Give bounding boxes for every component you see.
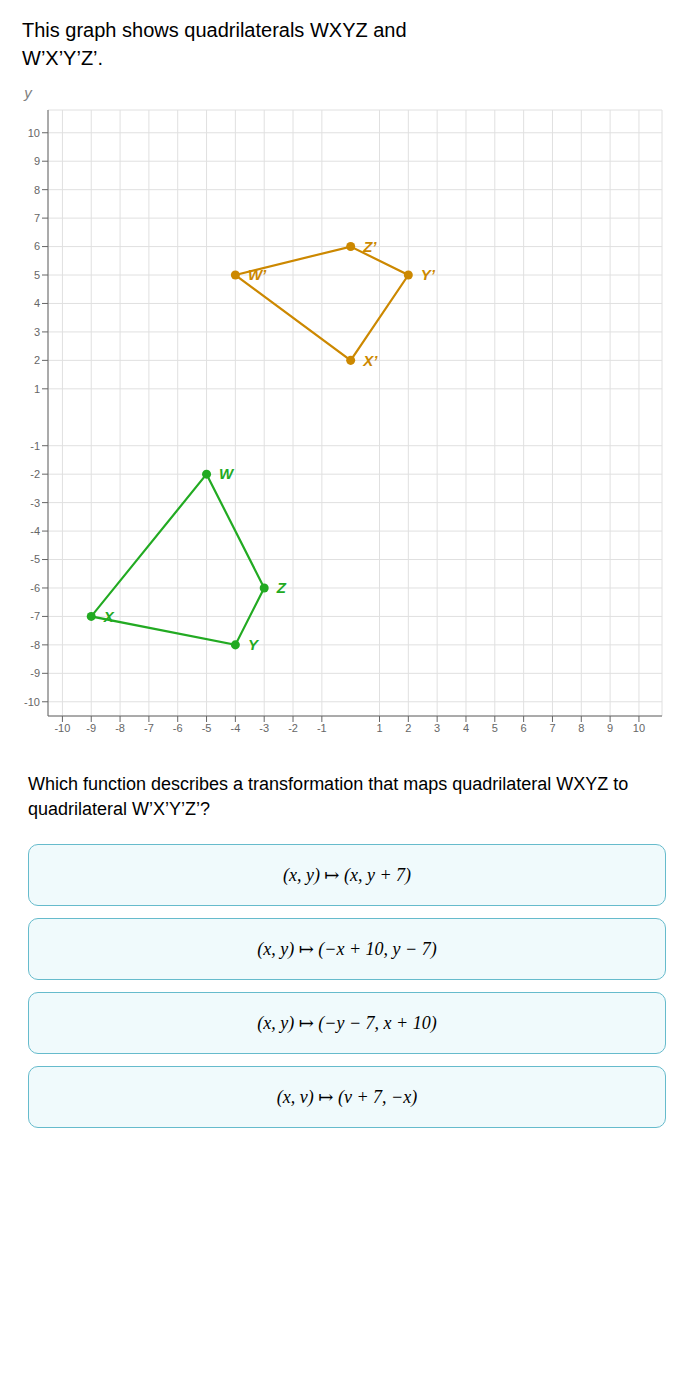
svg-text:-2: -2 — [30, 468, 40, 480]
svg-text:6: 6 — [34, 240, 40, 252]
svg-text:-4: -4 — [30, 525, 40, 537]
svg-text:2: 2 — [405, 722, 411, 734]
html-text:(x, y) ↦ (−y − 7, x + 10): (x, y) ↦ (−y − 7, x + 10) — [257, 1013, 437, 1034]
svg-text:-7: -7 — [30, 610, 40, 622]
svg-text:-2: -2 — [288, 722, 298, 734]
svg-text:5: 5 — [492, 722, 498, 734]
svg-text:2: 2 — [34, 354, 40, 366]
svg-text:3: 3 — [34, 326, 40, 338]
html-text:This graph shows quadrilateral: This graph shows quadrilaterals WXYZ and… — [22, 19, 407, 69]
svg-text:9: 9 — [607, 722, 613, 734]
svg-text:-1: -1 — [317, 722, 327, 734]
svg-text:X’: X’ — [362, 352, 378, 369]
html-text:(x, v) ↦ (v + 7, −x): (x, v) ↦ (v + 7, −x) — [276, 1087, 418, 1108]
svg-text:-6: -6 — [173, 722, 183, 734]
svg-text:-10: -10 — [24, 696, 40, 708]
svg-text:-5: -5 — [202, 722, 212, 734]
svg-text:-8: -8 — [30, 639, 40, 651]
svg-text:Z’: Z’ — [362, 238, 377, 255]
svg-text:1: 1 — [376, 722, 382, 734]
html-text:Which function describes a tra: Which function describes a transformatio… — [28, 774, 629, 820]
svg-text:Y: Y — [248, 636, 260, 653]
svg-text:8: 8 — [578, 722, 584, 734]
svg-text:Y’: Y’ — [421, 266, 436, 283]
svg-text:3: 3 — [434, 722, 440, 734]
svg-text:8: 8 — [34, 184, 40, 196]
svg-text:-5: -5 — [30, 553, 40, 565]
svg-text:1: 1 — [34, 383, 40, 395]
svg-text:-4: -4 — [230, 722, 240, 734]
svg-text:7: 7 — [34, 212, 40, 224]
svg-text:-8: -8 — [115, 722, 125, 734]
svg-text:4: 4 — [34, 297, 40, 309]
svg-text:-6: -6 — [30, 582, 40, 594]
svg-text:10: 10 — [633, 722, 645, 734]
svg-text:6: 6 — [521, 722, 527, 734]
svg-text:W’: W’ — [248, 266, 267, 283]
svg-text:-10: -10 — [54, 722, 70, 734]
svg-text:-3: -3 — [259, 722, 269, 734]
svg-text:-3: -3 — [30, 497, 40, 509]
svg-text:-7: -7 — [144, 722, 154, 734]
html-text:(x, y) ↦ (−x + 10, y − 7): (x, y) ↦ (−x + 10, y − 7) — [257, 939, 437, 960]
svg-text:10: 10 — [28, 127, 40, 139]
svg-text:-9: -9 — [86, 722, 96, 734]
svg-text:y: y — [23, 84, 33, 101]
svg-text:Z: Z — [276, 579, 287, 596]
svg-text:5: 5 — [34, 269, 40, 281]
svg-text:X: X — [103, 608, 115, 625]
html-text:(x, y) ↦ (x, y + 7): (x, y) ↦ (x, y + 7) — [282, 865, 412, 886]
svg-text:W: W — [219, 465, 235, 482]
svg-text:-9: -9 — [30, 667, 40, 679]
svg-text:9: 9 — [34, 155, 40, 167]
svg-text:-1: -1 — [30, 440, 40, 452]
svg-text:7: 7 — [549, 722, 555, 734]
svg-text:4: 4 — [463, 722, 469, 734]
